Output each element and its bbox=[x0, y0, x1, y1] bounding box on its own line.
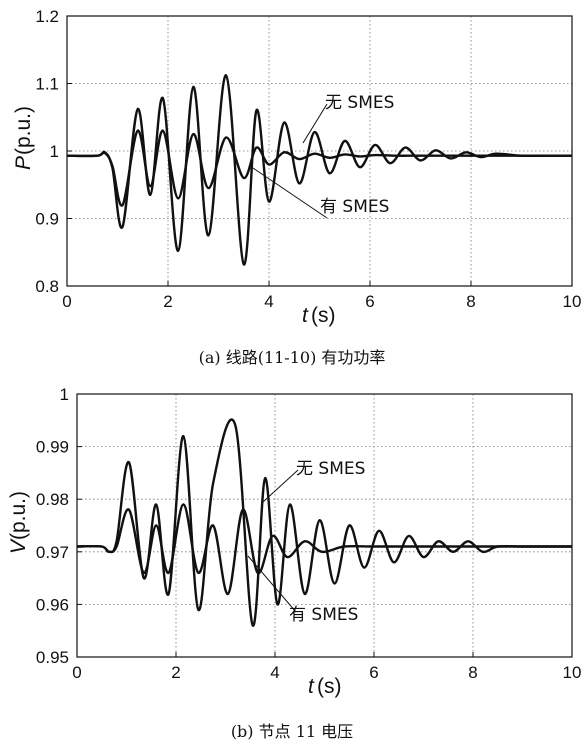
chart-b-ytick-label: 0.96 bbox=[36, 595, 69, 614]
chart-b-annotation-leader-no-smes bbox=[262, 469, 299, 503]
chart-b-ylabel-symbol: V bbox=[7, 538, 30, 554]
chart-b: 0 2 4 6 8 100.950.960.970.980.991 V (p.u.) t … bbox=[7, 385, 581, 741]
chart-a-xlabel-unit: (s) bbox=[311, 304, 336, 327]
chart-a-ytick-label: 0.9 bbox=[35, 210, 59, 229]
chart-b-xtick-label: 0 bbox=[72, 663, 81, 682]
chart-b-xlabel-symbol: t bbox=[308, 675, 315, 698]
chart-a-xtick-label: 6 bbox=[365, 292, 374, 311]
chart-b-xlabel-unit: (s) bbox=[317, 675, 342, 698]
chart-a-ticks: 0 2 4 6 8 10 0.8 0.9 1 1.1 1.2 bbox=[35, 7, 581, 311]
chart-a-ytick-label: 1.1 bbox=[35, 75, 59, 94]
chart-a-xtick-label: 8 bbox=[466, 292, 475, 311]
chart-a-series bbox=[66, 74, 572, 266]
chart-a-xtick-label: 0 bbox=[62, 292, 71, 311]
chart-b-annotation-with-smes: 有 SMES bbox=[289, 605, 358, 625]
chart-a-annotation-with-smes: 有 SMES bbox=[320, 197, 389, 217]
chart-b-ylabel-unit: (p.u.) bbox=[7, 491, 30, 540]
chart-a-caption: (a) 线路(11-10) 有功功率 bbox=[199, 348, 386, 367]
chart-a: 0 2 4 6 8 10 0.8 0.9 1 1.1 1.2 P (p.u.) t (s) 无 SM… bbox=[12, 7, 581, 367]
chart-a-ylabel-symbol: P bbox=[12, 156, 35, 170]
chart-b-series bbox=[76, 418, 572, 627]
chart-a-xtick-label: 10 bbox=[563, 292, 582, 311]
chart-a-xtick-label: 2 bbox=[163, 292, 172, 311]
chart-a-gridlines bbox=[67, 16, 572, 286]
chart-b-ytick-label: 0.97 bbox=[36, 543, 69, 562]
chart-b-xtick-label: 2 bbox=[171, 663, 180, 682]
chart-a-annotation-leader-no-smes bbox=[302, 103, 328, 144]
chart-b-ticks: 0 2 4 6 8 10 0.95 0.96 0.97 0.98 0.99 1 bbox=[36, 385, 582, 682]
chart-b-xtick-label: 4 bbox=[270, 663, 279, 682]
chart-b-ytick-label: 0.95 bbox=[36, 648, 69, 667]
chart-a-series-no-smes-line bbox=[66, 74, 572, 266]
chart-b-ytick-label: 0.98 bbox=[36, 490, 69, 509]
chart-a-xtick-label: 4 bbox=[264, 292, 273, 311]
chart-b-series-no-smes-line bbox=[76, 418, 572, 627]
chart-b-xtick-label: 10 bbox=[563, 663, 582, 682]
chart-a-xlabel-symbol: t bbox=[302, 304, 309, 327]
chart-b-xtick-label: 8 bbox=[468, 663, 477, 682]
chart-b-plot-frame bbox=[76, 393, 573, 658]
chart-a-ytick-label: 0.8 bbox=[35, 277, 59, 296]
chart-a-series-with-smes-line bbox=[66, 129, 572, 207]
chart-b-xtick-label: 6 bbox=[369, 663, 378, 682]
chart-a-ytick-label: 1.2 bbox=[35, 7, 59, 26]
chart-b-gridlines bbox=[77, 394, 572, 657]
chart-b-caption: (b) 节点 11 电压 bbox=[231, 722, 353, 741]
chart-b-series-with-smes-line bbox=[76, 503, 572, 596]
chart-a-ytick-label: 1 bbox=[50, 142, 59, 161]
chart-a-annotation-leader-with-smes bbox=[252, 167, 328, 219]
chart-b-ytick-label: 0.99 bbox=[36, 438, 69, 457]
chart-a-annotation-no-smes: 无 SMES bbox=[325, 93, 394, 113]
chart-a-ylabel-unit: (p.u.) bbox=[12, 106, 35, 155]
chart-b-ytick-label: 1 bbox=[60, 385, 69, 404]
chart-b-annotation-leader-with-smes bbox=[247, 555, 297, 613]
chart-b-annotation-no-smes: 无 SMES bbox=[296, 459, 365, 479]
